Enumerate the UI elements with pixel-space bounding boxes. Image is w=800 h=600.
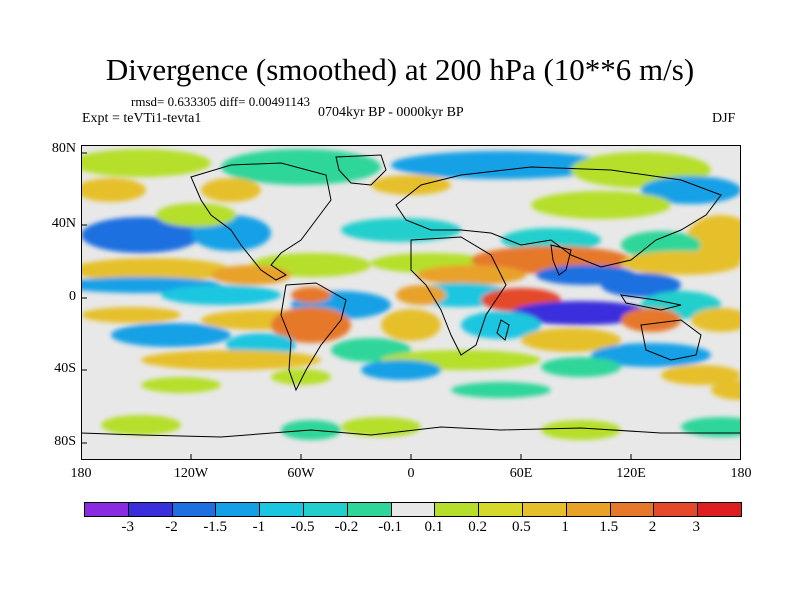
colorbar-segment [172,503,217,516]
lat-label-40s: 40S [54,361,76,376]
colorbar-label: -1.5 [203,519,228,535]
season-label: DJF [712,111,736,126]
lat-label-80n: 80N [51,141,76,156]
colorbar-segment [522,503,567,516]
divergence-map [81,145,741,460]
colorbar-segment [303,503,348,516]
colorbar-segment [435,503,480,516]
colorbar-label: 2 [648,519,657,535]
colorbar-label: -0.1 [378,519,402,535]
colorbar-segment [654,503,699,516]
colorbar-label: 1 [561,519,569,535]
colorbar-segment [347,503,392,516]
colorbar-label: 0.1 [424,519,444,535]
lat-label-40n: 40N [51,216,76,231]
lat-label-80s: 80S [54,434,76,449]
lon-label-120w: 120W [173,466,209,481]
lon-label-60w: 60W [287,466,315,481]
colorbar-segment [391,503,436,516]
lon-label-60e: 60E [509,466,533,481]
colorbar-label: -1 [252,519,266,535]
lon-label-180w: 180 [70,466,92,481]
colorbar [84,502,742,517]
stats-text: rmsd= 0.633305 diff= 0.00491143 [131,94,310,109]
divergence-field [81,149,741,440]
colorbar-segment [128,503,173,516]
experiment-label: Expt = teVTi1-tevta1 [82,111,202,126]
colorbar-label: 0.5 [511,519,531,535]
colorbar-label: -0.2 [334,519,359,535]
colorbar-label: 0.2 [468,519,487,535]
colorbar-label: 3 [692,519,701,535]
axis-ticks [81,152,632,460]
colorbar-label: -0.5 [290,519,315,535]
colorbar-segment [610,503,655,516]
colorbar-segment [698,503,741,516]
colorbar-segment [479,503,523,516]
colorbar-label: -2 [165,519,178,535]
lat-label-0: 0 [69,289,76,304]
colorbar-segment [216,503,261,516]
lon-label-120e: 120E [616,466,646,481]
coastlines [81,154,741,438]
colorbar-label: -3 [121,519,134,535]
colorbar-segment [260,503,304,516]
lon-label-0: 0 [407,466,415,481]
colorbar-segment [566,503,611,516]
lon-label-180e: 180 [730,466,752,481]
chart-title: Divergence (smoothed) at 200 hPa (10**6 … [105,52,695,87]
period-label: 0704kyr BP - 0000kyr BP [318,105,464,120]
colorbar-label: 1.5 [599,519,619,535]
colorbar-segment [85,503,129,516]
